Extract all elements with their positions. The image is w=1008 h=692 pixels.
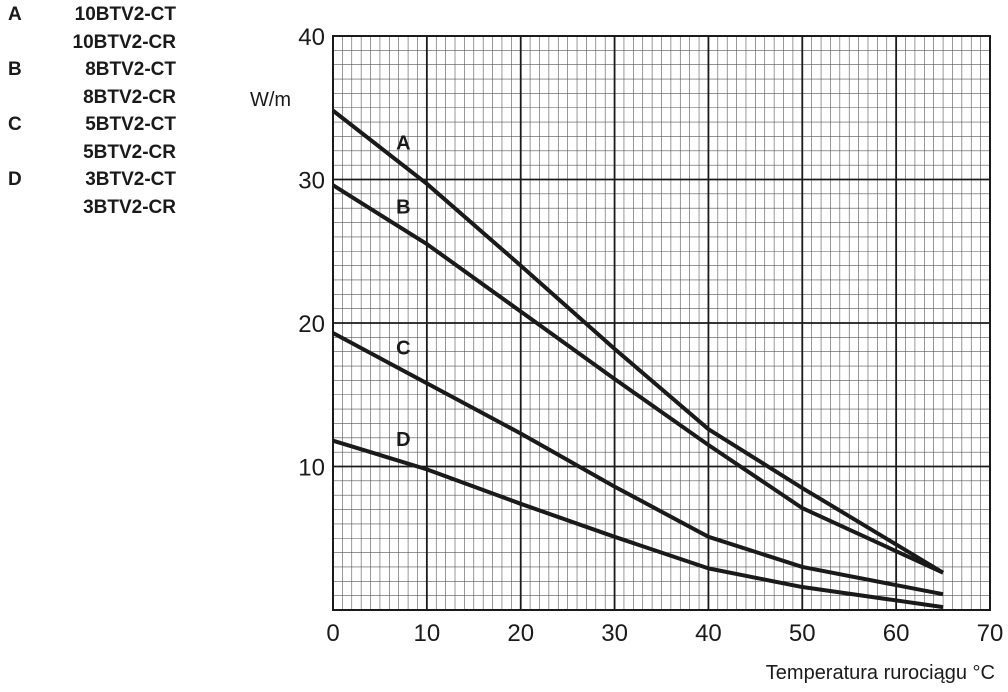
x-axis-ticks: 0 10 20 30 40 50 60 70 <box>326 620 1003 647</box>
x-axis-label: Temperatura rurociągu °C <box>766 662 995 684</box>
x-tick-label: 10 <box>414 620 441 647</box>
grid-major <box>332 35 991 611</box>
legend-model: 3BTV2-CT <box>85 169 176 190</box>
series-label: C <box>396 338 410 360</box>
series-label: B <box>396 196 410 218</box>
series-label: A <box>396 133 410 155</box>
x-tick-label: 20 <box>507 620 534 647</box>
legend-key: A <box>8 4 22 25</box>
x-tick-label: 0 <box>326 620 339 647</box>
legend-key: C <box>8 114 22 135</box>
x-tick-label: 30 <box>601 620 628 647</box>
y-tick-label: 10 <box>298 455 325 482</box>
y-tick-label: 20 <box>298 311 325 338</box>
legend-model: 8BTV2-CT <box>85 59 176 80</box>
legend-model: 5BTV2-CR <box>83 141 176 163</box>
y-axis-label: W/m <box>250 89 291 111</box>
series-labels: A B C D <box>396 133 410 452</box>
series-line-C <box>332 331 944 597</box>
y-tick-label: 40 <box>298 24 325 51</box>
x-tick-label: 50 <box>789 620 816 647</box>
legend-key: B <box>8 59 22 80</box>
x-tick-label: 60 <box>883 620 910 647</box>
series-line-B <box>331 183 944 575</box>
series-label: D <box>396 429 410 451</box>
x-tick-label: 40 <box>695 620 722 647</box>
series-line-A <box>331 109 945 575</box>
legend-model: 10BTV2-CR <box>72 31 176 53</box>
x-tick-label: 70 <box>977 620 1004 647</box>
y-axis-ticks: 10 20 30 40 <box>298 24 325 482</box>
series-line-D <box>332 438 944 610</box>
legend-model: 3BTV2-CR <box>83 196 176 218</box>
legend-model: 10BTV2-CT <box>74 4 176 25</box>
y-tick-label: 30 <box>298 168 325 195</box>
legend-model: 5BTV2-CT <box>85 114 176 135</box>
plot-frame <box>332 35 991 611</box>
legend-model: 8BTV2-CR <box>83 86 176 108</box>
series-lines <box>331 109 945 610</box>
legend-key: D <box>8 169 22 190</box>
